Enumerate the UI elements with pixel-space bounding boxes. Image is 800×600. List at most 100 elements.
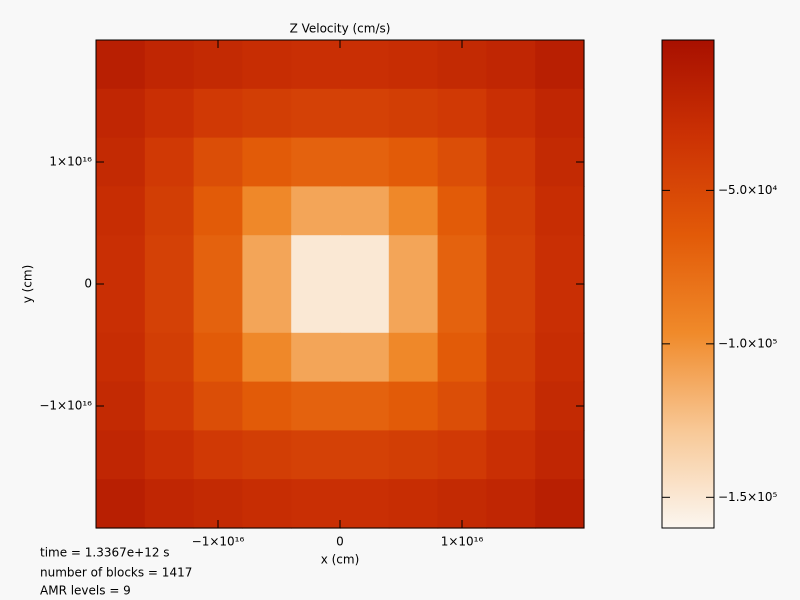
x-tick-label: −1×10¹⁶ <box>192 535 245 549</box>
y-axis-label: y (cm) <box>21 265 35 304</box>
heatmap-cell <box>535 186 585 236</box>
heatmap-cell <box>96 284 146 334</box>
heatmap-cell <box>486 284 536 334</box>
heatmap-cell <box>193 381 243 431</box>
heatmap-cell <box>437 284 487 334</box>
heatmap-cell <box>291 88 341 139</box>
heatmap-cell <box>340 381 390 431</box>
heatmap-cell <box>388 40 439 90</box>
heatmap-cell <box>144 284 195 334</box>
annotation: AMR levels = 9 <box>40 584 131 598</box>
heatmap-cell <box>193 430 243 480</box>
colorbar-tick-label: −5.0×10⁴ <box>718 183 777 197</box>
heatmap-cell <box>535 479 585 529</box>
heatmap-cell <box>437 381 487 431</box>
heatmap-cell <box>535 284 585 334</box>
heatmap-cell <box>291 235 341 285</box>
heatmap-cell <box>144 186 195 236</box>
heatmap-cell <box>144 137 195 187</box>
heatmap-cell <box>96 479 146 529</box>
chart-title: Z Velocity (cm/s) <box>290 22 391 36</box>
heatmap-cell <box>96 40 146 90</box>
heatmap-cell <box>242 284 292 334</box>
heatmap-cell <box>486 235 536 285</box>
heatmap-cell <box>535 332 585 383</box>
heatmap-cell <box>437 88 487 139</box>
heatmap-cell <box>486 186 536 236</box>
heatmap-cell <box>193 137 243 187</box>
colorbar-tick-label: −1.5×10⁵ <box>718 490 777 504</box>
annotation: time = 1.3367e+12 s <box>40 546 170 560</box>
colorbar <box>661 39 715 529</box>
heatmap-cell <box>291 332 341 383</box>
heatmap-cell <box>535 88 585 139</box>
heatmap-cell <box>291 40 341 90</box>
heatmap-cell <box>340 284 390 334</box>
x-axis-label: x (cm) <box>321 553 360 567</box>
heatmap-cell <box>486 332 536 383</box>
heatmap-cell <box>193 235 243 285</box>
heatmap-cell <box>242 186 292 236</box>
heatmap-cell <box>96 381 146 431</box>
heatmap-cell <box>486 88 536 139</box>
heatmap-cell <box>96 88 146 139</box>
heatmap-cell <box>340 235 390 285</box>
x-tick-label: 0 <box>336 535 344 549</box>
heatmap-cell <box>291 284 341 334</box>
heatmap-cell <box>242 381 292 431</box>
heatmap-cell <box>144 40 195 90</box>
heatmap-cell <box>193 186 243 236</box>
heatmap-cell <box>96 332 146 383</box>
heatmap-cell <box>291 186 341 236</box>
heatmap-cell <box>193 332 243 383</box>
heatmap-cell <box>340 332 390 383</box>
heatmap-cell <box>388 88 439 139</box>
heatmap-cell <box>388 137 439 187</box>
heatmap-cell <box>242 479 292 529</box>
heatmap-cell <box>96 235 146 285</box>
heatmap <box>96 40 585 529</box>
heatmap-cell <box>388 332 439 383</box>
heatmap-cell <box>437 332 487 383</box>
heatmap-cell <box>96 430 146 480</box>
x-tick-label: 1×10¹⁶ <box>441 535 484 549</box>
heatmap-cell <box>388 381 439 431</box>
heatmap-cell <box>242 332 292 383</box>
heatmap-cell <box>388 235 439 285</box>
heatmap-cell <box>486 137 536 187</box>
heatmap-cell <box>291 479 341 529</box>
heatmap-cell <box>242 88 292 139</box>
heatmap-cell <box>340 40 390 90</box>
heatmap-cell <box>144 479 195 529</box>
heatmap-cell <box>437 40 487 90</box>
heatmap-cell <box>535 40 585 90</box>
heatmap-cell <box>193 88 243 139</box>
heatmap-cell <box>340 186 390 236</box>
y-tick-label: 0 <box>84 277 92 291</box>
heatmap-cell <box>291 430 341 480</box>
heatmap-cell <box>144 88 195 139</box>
heatmap-cell <box>388 284 439 334</box>
heatmap-cell <box>291 137 341 187</box>
heatmap-cell <box>242 137 292 187</box>
heatmap-cell <box>340 479 390 529</box>
heatmap-cell <box>486 430 536 480</box>
heatmap-cell <box>535 235 585 285</box>
heatmap-cell <box>486 381 536 431</box>
heatmap-cell <box>96 137 146 187</box>
heatmap-cell <box>144 381 195 431</box>
heatmap-cell <box>144 430 195 480</box>
heatmap-cell <box>144 235 195 285</box>
heatmap-cell <box>486 479 536 529</box>
heatmap-cell <box>242 430 292 480</box>
heatmap-cell <box>340 88 390 139</box>
heatmap-cell <box>242 235 292 285</box>
heatmap-cell <box>535 430 585 480</box>
heatmap-cell <box>242 40 292 90</box>
heatmap-cell <box>437 137 487 187</box>
heatmap-cell <box>340 137 390 187</box>
heatmap-cell <box>144 332 195 383</box>
y-tick-label: 1×10¹⁶ <box>49 155 92 169</box>
heatmap-cell <box>193 40 243 90</box>
